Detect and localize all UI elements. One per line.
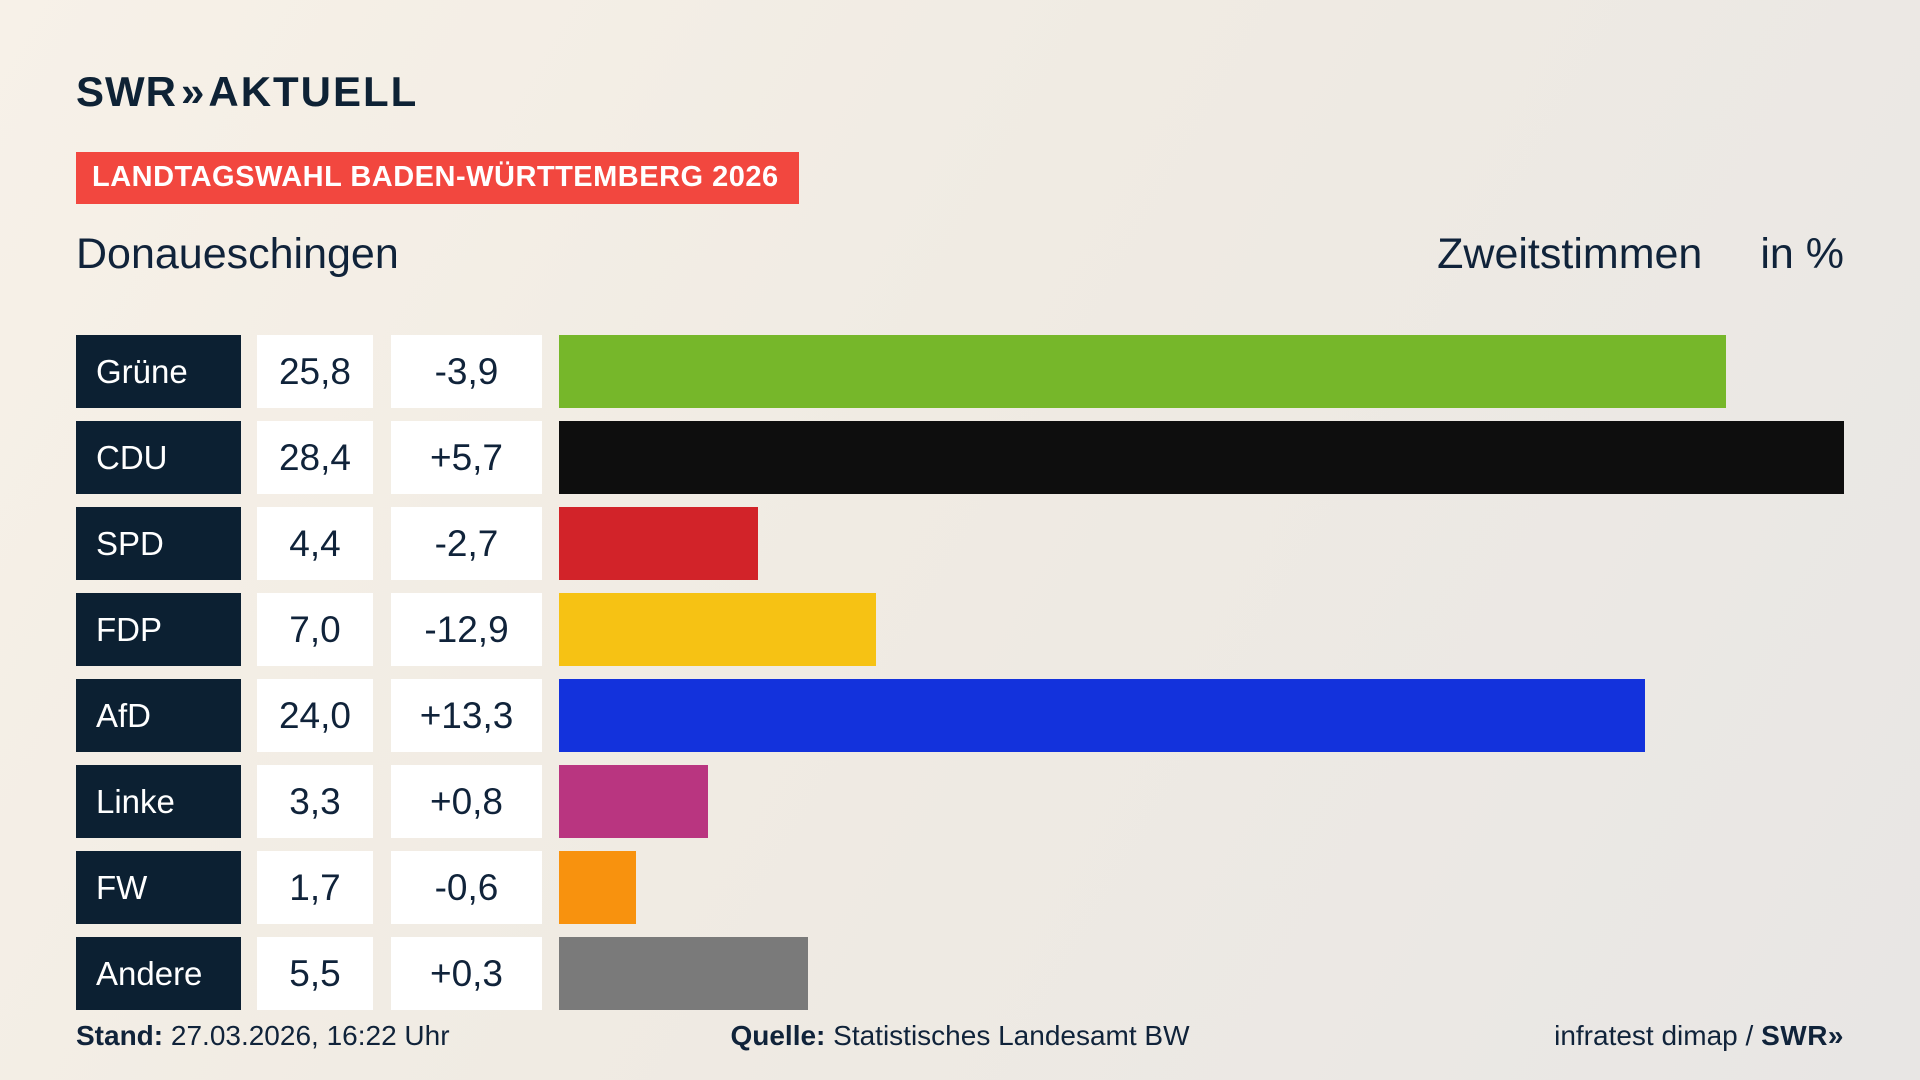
bar-track: [559, 335, 1844, 408]
party-delta: -12,9: [391, 593, 542, 666]
party-label: Linke: [76, 765, 241, 838]
swr-aktuell-logo: SWR » AKTUELL: [76, 0, 1844, 116]
party-value: 3,3: [257, 765, 373, 838]
party-delta: -2,7: [391, 507, 542, 580]
party-label: SPD: [76, 507, 241, 580]
result-row: AfD 24,0 +13,3: [76, 679, 1844, 752]
party-delta: +0,8: [391, 765, 542, 838]
party-delta: +13,3: [391, 679, 542, 752]
stand-value: 27.03.2026, 16:22 Uhr: [163, 1020, 450, 1051]
footer: Stand: 27.03.2026, 16:22 Uhr Quelle: Sta…: [76, 1020, 1844, 1052]
party-value: 24,0: [257, 679, 373, 752]
bar-track: [559, 851, 1844, 924]
result-row: SPD 4,4 -2,7: [76, 507, 1844, 580]
result-row: FDP 7,0 -12,9: [76, 593, 1844, 666]
credit-text: infratest dimap /: [1554, 1020, 1762, 1051]
party-label: Andere: [76, 937, 241, 1010]
result-bar: [559, 679, 1645, 752]
party-value: 7,0: [257, 593, 373, 666]
quelle-label: Quelle:: [730, 1020, 826, 1051]
footer-credit: infratest dimap / SWR»: [1324, 1020, 1844, 1052]
party-delta: +5,7: [391, 421, 542, 494]
bar-track: [559, 507, 1844, 580]
party-label: Grüne: [76, 335, 241, 408]
result-bar: [559, 507, 759, 580]
page-title: Donaueschingen: [76, 230, 399, 278]
result-row: Linke 3,3 +0,8: [76, 765, 1844, 838]
footer-stand: Stand: 27.03.2026, 16:22 Uhr: [76, 1020, 596, 1052]
party-delta: -3,9: [391, 335, 542, 408]
party-value: 5,5: [257, 937, 373, 1010]
stand-label: Stand:: [76, 1020, 164, 1051]
chart-subtitle: Zweitstimmen in %: [1437, 230, 1844, 279]
party-label: FDP: [76, 593, 241, 666]
party-label: FW: [76, 851, 241, 924]
bar-track: [559, 765, 1844, 838]
result-row: CDU 28,4 +5,7: [76, 421, 1844, 494]
party-value: 28,4: [257, 421, 373, 494]
result-bar: [559, 335, 1727, 408]
credit-swr-brand: SWR»: [1761, 1020, 1844, 1051]
bar-track: [559, 937, 1844, 1010]
bar-track: [559, 421, 1844, 494]
party-value: 4,4: [257, 507, 373, 580]
party-label: AfD: [76, 679, 241, 752]
results-rows: Grüne 25,8 -3,9 CDU 28,4 +5,7 SPD 4,4 -2…: [76, 335, 1844, 1010]
result-bar: [559, 765, 709, 838]
result-row: Grüne 25,8 -3,9: [76, 335, 1844, 408]
party-value: 25,8: [257, 335, 373, 408]
result-bar: [559, 593, 876, 666]
title-row: Donaueschingen Zweitstimmen in %: [76, 230, 1844, 279]
election-badge: LANDTAGSWAHL BADEN-WÜRTTEMBERG 2026: [76, 152, 799, 204]
logo-aktuell-text: AKTUELL: [208, 68, 419, 115]
result-row: Andere 5,5 +0,3: [76, 937, 1844, 1010]
party-delta: +0,3: [391, 937, 542, 1010]
party-delta: -0,6: [391, 851, 542, 924]
party-value: 1,7: [257, 851, 373, 924]
logo-swr-text: SWR: [76, 68, 177, 115]
result-bar: [559, 937, 808, 1010]
logo-chevrons-icon: »: [181, 68, 204, 115]
result-bar: [559, 421, 1844, 494]
party-label: CDU: [76, 421, 241, 494]
subtitle-votes-label: Zweitstimmen: [1437, 230, 1703, 278]
result-row: FW 1,7 -0,6: [76, 851, 1844, 924]
bar-track: [559, 593, 1844, 666]
quelle-value: Statistisches Landesamt BW: [825, 1020, 1190, 1051]
subtitle-unit-label: in %: [1760, 230, 1844, 278]
bar-track: [559, 679, 1844, 752]
result-bar: [559, 851, 636, 924]
footer-quelle: Quelle: Statistisches Landesamt BW: [596, 1020, 1324, 1052]
